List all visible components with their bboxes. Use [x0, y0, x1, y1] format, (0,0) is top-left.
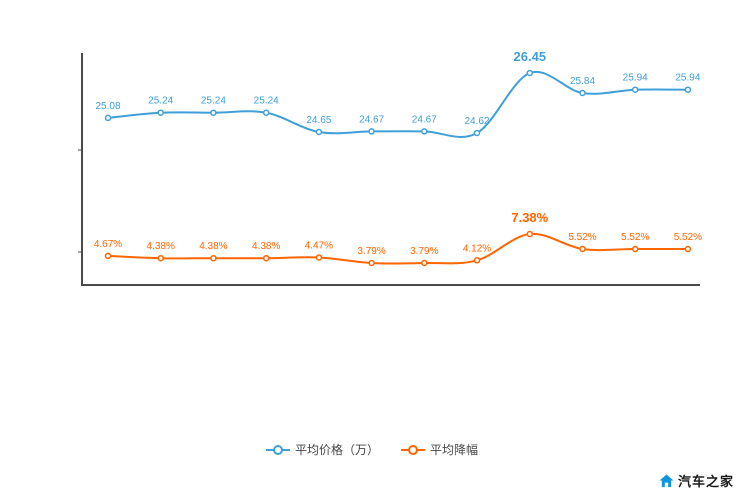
data-point-marker	[526, 230, 534, 238]
legend-item-average-price[interactable]: 平均价格（万）	[265, 441, 379, 458]
line-marker-icon	[401, 444, 425, 455]
series-line-1	[107, 232, 689, 265]
data-point-label: 24.67	[359, 114, 384, 125]
data-point-label: 25.08	[95, 101, 120, 112]
legend-label: 平均价格（万）	[294, 443, 379, 457]
data-point-label: 24.62	[464, 116, 489, 127]
data-point-label: 4.47%	[305, 241, 333, 252]
legend-label: 平均降幅	[430, 443, 479, 457]
data-point-label: 4.38%	[199, 241, 227, 252]
data-point-label: 25.24	[148, 96, 173, 107]
data-point-label: 7.38%	[511, 210, 548, 225]
home-icon	[659, 473, 674, 487]
data-point-label: 4.67%	[94, 239, 122, 250]
data-point-marker	[315, 128, 323, 136]
data-point-marker	[157, 109, 164, 116]
data-point-label: 3.79%	[410, 246, 438, 257]
data-point-label: 25.84	[570, 76, 595, 87]
data-point-marker	[368, 128, 375, 135]
data-point-label: 25.24	[201, 96, 226, 107]
data-point-marker	[473, 257, 481, 264]
data-point-marker	[210, 254, 217, 262]
data-point-label: 5.52%	[674, 232, 702, 243]
data-point-marker	[526, 69, 534, 77]
data-point-label: 5.52%	[621, 232, 649, 243]
data-point-marker	[210, 109, 217, 116]
series-line-0	[107, 70, 689, 138]
brand-name: 汽车之家	[677, 474, 734, 489]
data-point-marker	[684, 245, 692, 253]
data-point-marker	[631, 245, 639, 253]
data-point-label: 25.94	[623, 73, 648, 84]
data-point-marker	[421, 128, 428, 135]
data-point-marker	[157, 254, 164, 262]
data-point-label: 25.94	[675, 73, 700, 84]
data-point-label: 24.65	[306, 115, 331, 126]
data-point-label: 5.52%	[568, 232, 596, 243]
data-point-label: 25.24	[254, 96, 279, 107]
data-point-marker	[631, 86, 639, 93]
data-point-label: 4.12%	[463, 243, 491, 254]
data-point-label: 26.45	[514, 49, 547, 64]
data-point-marker	[262, 109, 270, 116]
data-point-marker	[473, 129, 481, 137]
data-point-marker	[315, 254, 323, 261]
data-point-marker	[262, 254, 270, 262]
data-point-marker	[579, 89, 586, 97]
data-point-label: 3.79%	[357, 246, 385, 257]
data-point-marker	[421, 259, 428, 267]
data-point-label: 24.67	[412, 114, 437, 125]
line-marker-icon	[265, 444, 290, 455]
watermark: 汽车之家	[659, 471, 734, 490]
data-point-label: 4.38%	[147, 241, 175, 252]
data-point-marker	[579, 245, 586, 253]
data-point-marker	[684, 86, 692, 93]
data-point-marker	[104, 252, 112, 260]
chart-legend: 平均价格（万） 平均降幅	[0, 441, 744, 458]
data-point-label: 4.38%	[252, 241, 280, 252]
marker-ring	[408, 444, 418, 455]
marker-ring	[272, 444, 283, 455]
data-point-marker	[104, 114, 112, 122]
data-point-marker	[368, 259, 375, 267]
legend-item-average-discount[interactable]: 平均降幅	[401, 441, 478, 458]
